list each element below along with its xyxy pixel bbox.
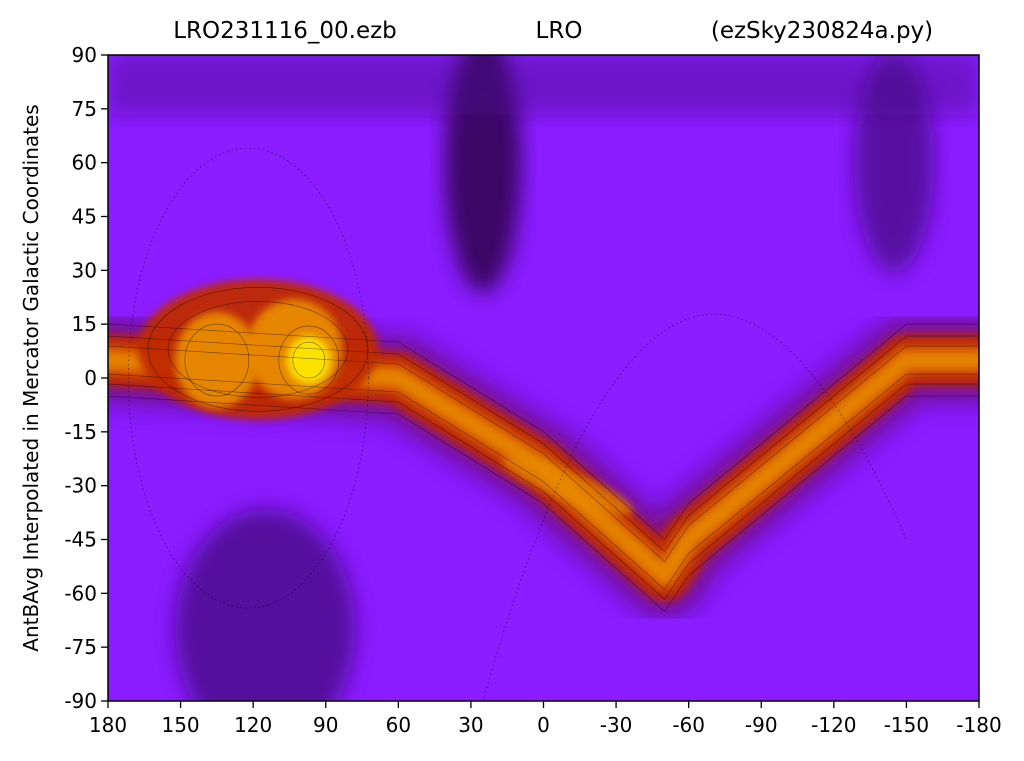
- contour-line: [278, 325, 340, 395]
- y-tick-label: -90: [64, 689, 97, 713]
- x-tick-label: -120: [811, 713, 856, 737]
- contour-line: [108, 335, 979, 552]
- chart-title-file: LRO231116_00.ezb: [173, 18, 397, 44]
- x-tick-label: -90: [745, 713, 778, 737]
- y-tick-label: 30: [72, 258, 97, 282]
- chart-title-site: LRO: [536, 18, 583, 44]
- galactic-plane-band-layer-4: [108, 352, 979, 584]
- x-tick-label: 0: [537, 713, 550, 737]
- y-tick-label: -45: [64, 528, 97, 552]
- heatmap-area: [108, 55, 979, 701]
- x-axis: 180 150 120 90 60 30 0 -30 -60 -90 -120 -150 -180: [89, 701, 1002, 737]
- y-axis: 90 75 60 45 30 15 0 -15 -30 -45 -60 -75 -90: [64, 43, 108, 713]
- y-tick-label: 15: [72, 312, 97, 336]
- contour-line: [108, 345, 979, 562]
- y-tick-label: -30: [64, 474, 97, 498]
- y-tick-label: 45: [72, 205, 97, 229]
- brightest-peak: [286, 336, 331, 385]
- dark-region-top-strip: [108, 55, 979, 115]
- contour-line: [147, 286, 369, 412]
- dark-region-bottom-left: [175, 509, 356, 701]
- dotted-coordinate-curve: [482, 313, 907, 701]
- y-tick-label: -75: [64, 635, 97, 659]
- dotted-coordinate-curve: [127, 147, 369, 609]
- x-tick-label: 150: [161, 713, 199, 737]
- x-tick-label: 30: [458, 713, 483, 737]
- chart-title-script: (ezSky230824a.py): [711, 18, 933, 44]
- y-tick-label: 0: [84, 366, 97, 390]
- bright-peak-left: [174, 312, 259, 409]
- x-tick-label: 180: [89, 713, 127, 737]
- heatmap-features: [108, 55, 979, 701]
- contour-lines: [108, 147, 979, 701]
- contour-line: [108, 373, 979, 590]
- contour-line: [292, 341, 326, 379]
- contour-line: [184, 323, 250, 397]
- y-tick-label: -60: [64, 581, 97, 605]
- x-tick-label: -60: [672, 713, 705, 737]
- y-tick-label: 75: [72, 97, 97, 121]
- band-highlight: [502, 456, 633, 515]
- x-tick-label: 60: [386, 713, 411, 737]
- contour-line: [108, 383, 979, 600]
- y-axis-label: AntBAvg Interpolated in Mercator Galacti…: [19, 104, 43, 651]
- y-tick-label: -15: [64, 420, 97, 444]
- x-tick-label: -150: [884, 713, 929, 737]
- y-tick-label: 90: [72, 43, 97, 67]
- contour-line: [108, 395, 979, 612]
- x-tick-label: 120: [234, 713, 272, 737]
- x-tick-label: -30: [600, 713, 633, 737]
- contour-line: [108, 323, 979, 540]
- x-tick-label: 90: [313, 713, 338, 737]
- x-tick-label: -180: [956, 713, 1001, 737]
- contour-line: [167, 300, 349, 398]
- y-tick-label: 60: [72, 151, 97, 175]
